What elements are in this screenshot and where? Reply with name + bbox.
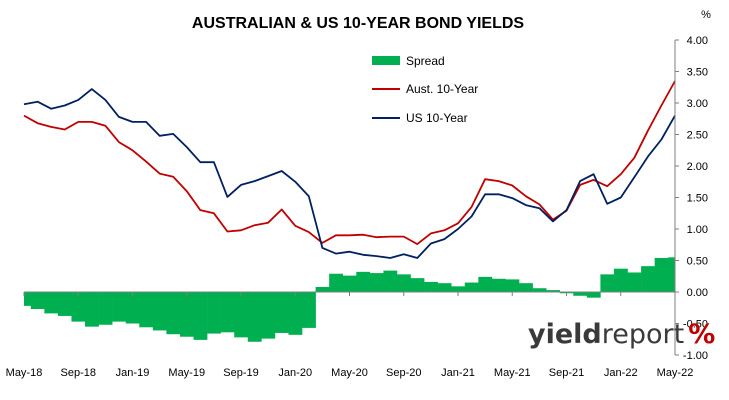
- spread-bar: [247, 292, 262, 342]
- spread-bar: [98, 292, 113, 325]
- y-tick-label: 2.50: [687, 130, 708, 142]
- spread-bar: [613, 268, 628, 292]
- spread-bar: [274, 292, 289, 333]
- spread-bar: [152, 292, 167, 331]
- spread-bar: [478, 276, 493, 292]
- spread-bar: [342, 275, 357, 292]
- spread-bar: [220, 292, 235, 333]
- chart-title: AUSTRALIAN & US 10-YEAR BOND YIELDS: [192, 15, 525, 32]
- spread-bar: [654, 257, 669, 292]
- spread-bar: [505, 279, 520, 292]
- spread-bar: [302, 292, 316, 328]
- y-axis-ticks: 4.00 3.50 3.00 2.50 2.00 1.50 1.00 0.50 0.00 -0.5…: [675, 35, 708, 362]
- spread-bar: [71, 292, 86, 322]
- spread-bar: [85, 292, 99, 327]
- spread-bar: [369, 273, 384, 292]
- y-tick-label: -1.00: [683, 350, 708, 362]
- spread-bar: [30, 292, 45, 310]
- spread-bar: [112, 292, 127, 322]
- spread-bar: [315, 286, 330, 292]
- spread-bar: [329, 273, 344, 292]
- spread-bar: [396, 274, 411, 292]
- logo-word-report: report: [602, 319, 684, 350]
- spread-bar: [519, 283, 533, 292]
- spread-bar: [261, 292, 276, 339]
- x-tick-label: May-22: [657, 367, 694, 379]
- spread-bar: [410, 278, 425, 292]
- logo-percent-mark: %: [688, 319, 715, 350]
- y-tick-label: 2.00: [687, 161, 708, 173]
- spread-bar: [573, 292, 588, 296]
- spread-bar: [288, 292, 303, 335]
- svg-text:yieldreport%: yieldreport%: [528, 319, 715, 350]
- y-tick-label: 1.50: [687, 193, 708, 205]
- spread-bar: [437, 283, 452, 292]
- spread-bar: [586, 292, 601, 298]
- logo-word-yield: yield: [528, 319, 602, 350]
- y-tick-label: 3.00: [687, 98, 708, 110]
- legend-label-us: US 10-Year: [406, 111, 468, 125]
- y-tick-label: 0.50: [687, 256, 708, 268]
- spread-bar: [451, 286, 466, 292]
- spread-bar: [234, 292, 249, 338]
- x-tick-label: Sep-21: [549, 367, 584, 379]
- x-tick-label: Sep-20: [386, 367, 421, 379]
- x-tick-label: May-20: [331, 367, 368, 379]
- spread-bar: [546, 290, 561, 292]
- legend-label-aust: Aust. 10-Year: [406, 82, 478, 96]
- spread-bars: [24, 257, 676, 342]
- spread-bar: [464, 282, 479, 292]
- legend-swatch-spread: [372, 56, 400, 65]
- spread-bar: [207, 292, 221, 334]
- yield-lines: [23, 80, 676, 259]
- x-tick-label: Sep-19: [223, 367, 258, 379]
- aust-10yr-line: [23, 80, 676, 245]
- y-tick-label: 3.50: [687, 67, 708, 79]
- y-unit-label: %: [701, 9, 711, 21]
- legend: Spread Aust. 10-Year US 10-Year: [372, 54, 478, 125]
- spread-bar: [44, 292, 59, 314]
- legend-label-spread: Spread: [406, 54, 445, 68]
- x-axis-ticks: May-18 Sep-18 Jan-19 May-19 Sep-19 Jan-20 May-…: [6, 292, 694, 379]
- spread-bar: [356, 271, 371, 292]
- spread-bar: [125, 292, 140, 324]
- spread-bar: [139, 292, 154, 328]
- y-tick-label: 4.00: [687, 35, 708, 47]
- y-tick-label: 0.00: [687, 287, 708, 299]
- spread-bar: [641, 266, 655, 292]
- x-tick-label: Sep-18: [61, 367, 96, 379]
- spread-bar: [668, 257, 676, 292]
- y-tick-label: 1.00: [687, 224, 708, 236]
- us-10yr-line: [23, 88, 676, 259]
- x-tick-label: May-19: [168, 367, 205, 379]
- spread-bar: [383, 270, 398, 292]
- x-tick-label: Jan-20: [278, 367, 312, 379]
- spread-bar: [179, 292, 194, 337]
- spread-bar: [600, 274, 615, 292]
- spread-bar: [57, 292, 72, 316]
- x-tick-label: May-18: [6, 367, 43, 379]
- yieldreport-logo: yieldreport%: [528, 319, 715, 350]
- y-tick-label: -0.50: [683, 319, 708, 331]
- x-tick-label: Jan-22: [604, 367, 638, 379]
- spread-bar: [193, 292, 208, 340]
- x-tick-label: Jan-21: [441, 367, 475, 379]
- x-tick-label: Jan-19: [116, 367, 150, 379]
- spread-bar: [627, 272, 642, 292]
- spread-bar: [491, 278, 506, 292]
- x-tick-label: May-21: [494, 367, 531, 379]
- spread-bar: [532, 288, 547, 292]
- spread-bar: [424, 281, 438, 292]
- spread-bar: [166, 292, 181, 335]
